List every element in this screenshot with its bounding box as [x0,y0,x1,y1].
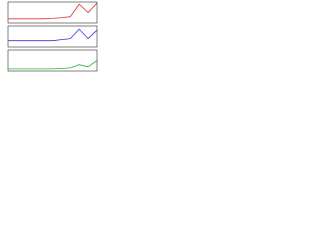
data-line [8,60,98,70]
chart [7,1,98,72]
panel-frame [7,49,98,72]
data-line [8,28,98,42]
page: {"chart_data": [ {"type": "line", "x": [… [0,0,320,74]
panel-frame [7,25,98,48]
panel-frame [7,1,98,24]
data-line [8,2,98,20]
